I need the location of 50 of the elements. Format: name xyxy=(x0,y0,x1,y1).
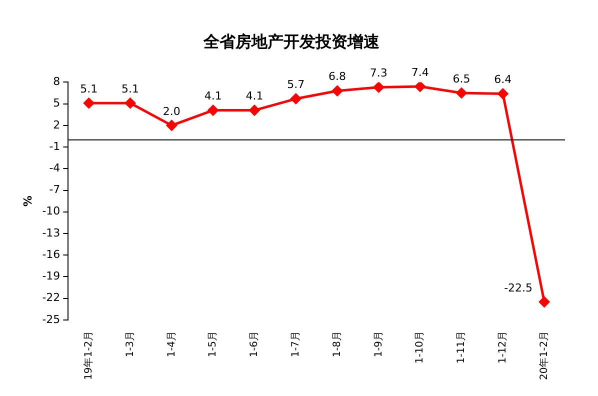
text: 5.7 xyxy=(287,78,305,92)
x-tick-label: 1-6月 xyxy=(249,330,260,358)
point xyxy=(166,120,177,131)
text: -22.5 xyxy=(504,281,533,294)
y-tick-label: 8 xyxy=(53,75,60,88)
y-tick-label: -16 xyxy=(42,248,60,261)
y-tick-label: -13 xyxy=(42,226,60,240)
x-tick-label: 1-3月 xyxy=(124,330,136,358)
point xyxy=(125,98,136,108)
point xyxy=(332,86,343,96)
x-tick-label: 1-10月 xyxy=(414,330,426,364)
y-tick-label: -10 xyxy=(42,204,60,218)
point xyxy=(373,82,384,92)
text: 6.4 xyxy=(494,73,512,86)
text: 7.4 xyxy=(411,66,429,79)
chart-title: 全省房地产开发投资增速 xyxy=(202,32,380,51)
point xyxy=(84,98,94,108)
y-tick-label: -4 xyxy=(49,162,60,175)
point xyxy=(539,296,550,308)
x-tick-label: 1-9月 xyxy=(373,330,384,358)
y-tick-label: -1 xyxy=(49,140,60,153)
x-tick-label: 1-11月 xyxy=(456,330,468,364)
y-tick-label: -7 xyxy=(49,183,60,196)
y-tick-label: -22 xyxy=(42,291,60,304)
x-tick-label: 1-8月 xyxy=(332,330,343,358)
point xyxy=(249,105,260,116)
text: 4.1 xyxy=(246,90,264,103)
y-tick-label: -25 xyxy=(42,312,60,326)
point xyxy=(290,94,302,104)
y-axis-title: % xyxy=(21,196,34,207)
y-tick-label: -19 xyxy=(42,270,60,283)
point xyxy=(208,105,218,116)
point xyxy=(456,88,467,98)
text: 6.5 xyxy=(452,72,470,86)
text: 2.0 xyxy=(162,104,180,118)
y-tick-label: 2 xyxy=(53,118,60,132)
text: 7.3 xyxy=(370,66,388,80)
x-tick-label: 1-7月 xyxy=(290,330,302,358)
point xyxy=(498,88,508,99)
text: 5.1 xyxy=(80,82,98,96)
x-tick-label: 1-5月 xyxy=(208,330,219,358)
text: 6.8 xyxy=(328,70,346,84)
text: 4.1 xyxy=(204,90,222,103)
text: 5.1 xyxy=(122,82,140,96)
x-tick-label: 1-4月 xyxy=(166,330,178,358)
x-tick-label: 1-12月 xyxy=(497,330,508,364)
y-tick-label: 5 xyxy=(53,96,60,110)
x-tick-label: 19年1-2月 xyxy=(82,330,94,380)
point xyxy=(414,82,426,92)
x-tick-label: 20年1-2月 xyxy=(538,330,550,380)
